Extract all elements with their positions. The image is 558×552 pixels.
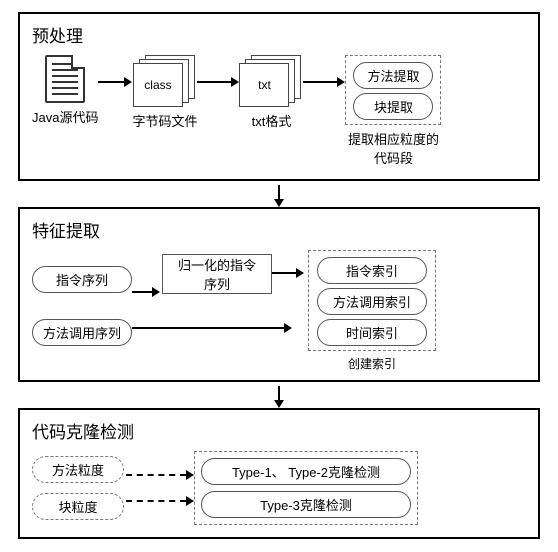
class-text: class bbox=[133, 63, 183, 107]
java-src-label: Java源代码 bbox=[32, 107, 98, 126]
arrow-icon bbox=[303, 77, 345, 87]
block-gran: 块粒度 bbox=[32, 493, 124, 520]
type3-detect: Type-3克隆检测 bbox=[201, 491, 411, 518]
instr-index: 指令索引 bbox=[317, 257, 427, 284]
arrow-icon bbox=[272, 268, 304, 278]
type12-detect: Type-1、 Type-2克隆检测 bbox=[201, 458, 411, 485]
node-bytecode: class 字节码文件 bbox=[132, 55, 197, 130]
txt-label: txt格式 bbox=[252, 111, 292, 130]
detect-group: Type-1、 Type-2克隆检测 Type-3克隆检测 bbox=[194, 451, 418, 525]
index-caption: 创建索引 bbox=[348, 355, 396, 372]
extract-group: 方法提取 块提取 提取相应粒度的 代码段 bbox=[345, 55, 441, 167]
arrow-icon bbox=[197, 77, 239, 87]
stack-icon: txt bbox=[239, 55, 303, 107]
file-icon bbox=[45, 55, 85, 103]
stage1-title: 预处理 bbox=[32, 22, 526, 47]
extract-caption: 提取相应粒度的 代码段 bbox=[348, 129, 439, 167]
stack-icon: class bbox=[133, 55, 197, 107]
norm-instr: 归一化的指令 序列 bbox=[162, 254, 272, 294]
txt-text: txt bbox=[239, 63, 289, 107]
method-gran: 方法粒度 bbox=[32, 456, 124, 483]
method-index: 方法调用索引 bbox=[317, 288, 427, 315]
arrow-icon bbox=[98, 77, 132, 87]
stage-connector-1 bbox=[18, 185, 540, 207]
stage-clone-detect: 代码克隆检测 方法粒度 块粒度 Type-1、 Type-2克隆检测 Type-… bbox=[18, 408, 540, 539]
arrow-icon bbox=[132, 323, 292, 333]
stage-preprocess: 预处理 Java源代码 class 字节码文件 txt txt格式 bbox=[18, 12, 540, 181]
node-java-src: Java源代码 bbox=[32, 55, 98, 126]
method-extract: 方法提取 bbox=[353, 62, 433, 89]
instr-seq: 指令序列 bbox=[32, 266, 132, 293]
block-extract: 块提取 bbox=[353, 93, 433, 120]
bytecode-label: 字节码文件 bbox=[132, 111, 197, 130]
stage3-title: 代码克隆检测 bbox=[32, 418, 526, 443]
method-call-seq: 方法调用序列 bbox=[32, 319, 132, 346]
stage-feature: 特征提取 指令序列 方法调用序列 归一化的指令 序列 指令索引 方法调用索引 时… bbox=[18, 207, 540, 382]
dashed-arrow-icon bbox=[126, 496, 194, 506]
index-group: 指令索引 方法调用索引 时间索引 创建索引 bbox=[308, 250, 436, 372]
stage-connector-2 bbox=[18, 386, 540, 408]
node-txt: txt txt格式 bbox=[239, 55, 303, 130]
stage2-title: 特征提取 bbox=[32, 217, 526, 242]
dashed-arrow-icon bbox=[126, 470, 194, 480]
diagram-canvas: 预处理 Java源代码 class 字节码文件 txt txt格式 bbox=[0, 0, 558, 552]
time-index: 时间索引 bbox=[317, 319, 427, 346]
